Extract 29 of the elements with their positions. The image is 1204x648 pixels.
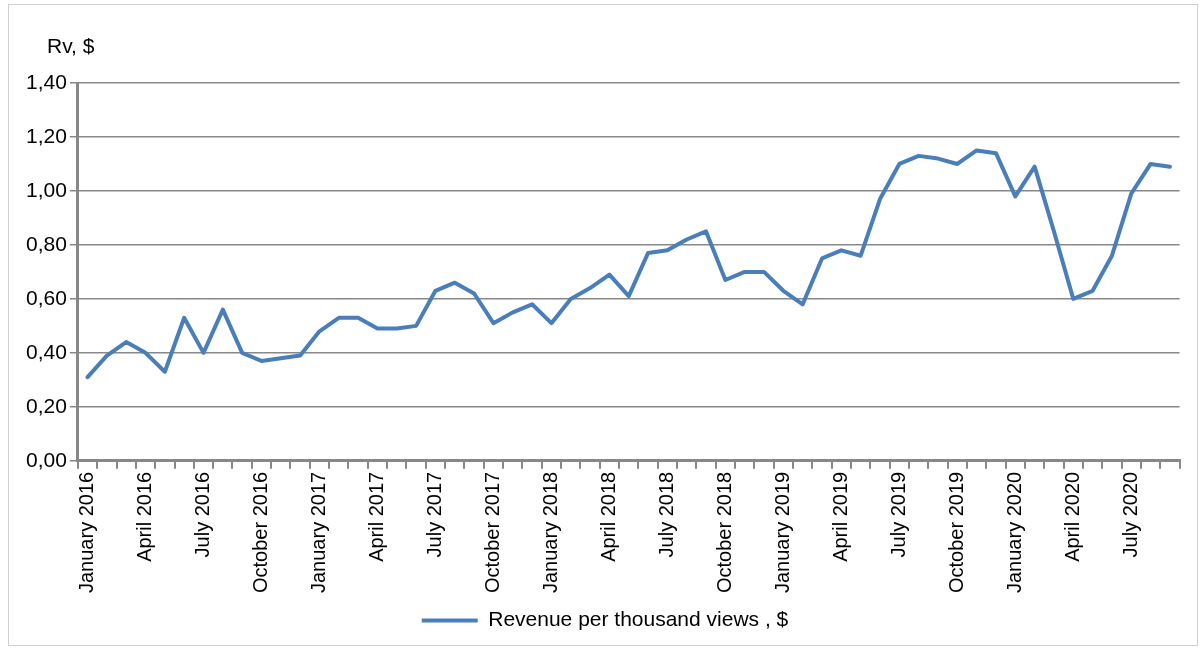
x-tick-label: April 2018 bbox=[596, 471, 619, 562]
y-axis-title: Rv, $ bbox=[47, 34, 95, 57]
x-tick-label: October 2017 bbox=[480, 471, 503, 593]
y-tick-label: 0,00 bbox=[26, 447, 67, 471]
x-tick-label: January 2017 bbox=[306, 471, 329, 593]
x-tick-label: October 2016 bbox=[249, 471, 272, 593]
x-tick-label: July 2019 bbox=[886, 471, 909, 558]
y-tick-label: 0,20 bbox=[26, 393, 67, 417]
x-tick-label: January 2019 bbox=[770, 471, 793, 593]
x-tick-label: July 2020 bbox=[1118, 471, 1141, 558]
x-tick-label: January 2020 bbox=[1002, 471, 1025, 593]
x-tick-label: January 2016 bbox=[75, 471, 98, 593]
x-tick-label: January 2018 bbox=[538, 471, 561, 593]
x-tick-label: October 2018 bbox=[712, 471, 735, 593]
x-tick-label: July 2018 bbox=[654, 471, 677, 558]
x-tick-label: April 2020 bbox=[1060, 471, 1083, 562]
y-tick-label: 1,40 bbox=[26, 69, 67, 93]
y-tick-label: 1,00 bbox=[26, 177, 67, 201]
y-tick-label: 0,40 bbox=[26, 339, 67, 363]
legend-label: Revenue per thousand views , $ bbox=[488, 607, 789, 631]
x-tick-label: October 2019 bbox=[944, 471, 967, 593]
x-tick-label: April 2016 bbox=[133, 471, 156, 562]
y-tick-label: 0,60 bbox=[26, 285, 67, 309]
x-tick-label: April 2019 bbox=[828, 471, 851, 562]
x-tick-label: July 2017 bbox=[422, 471, 445, 558]
y-tick-label: 0,80 bbox=[26, 231, 67, 255]
x-tick-label: April 2017 bbox=[364, 471, 387, 562]
y-tick-label: 1,20 bbox=[26, 123, 67, 147]
x-tick-label: July 2016 bbox=[191, 471, 214, 558]
